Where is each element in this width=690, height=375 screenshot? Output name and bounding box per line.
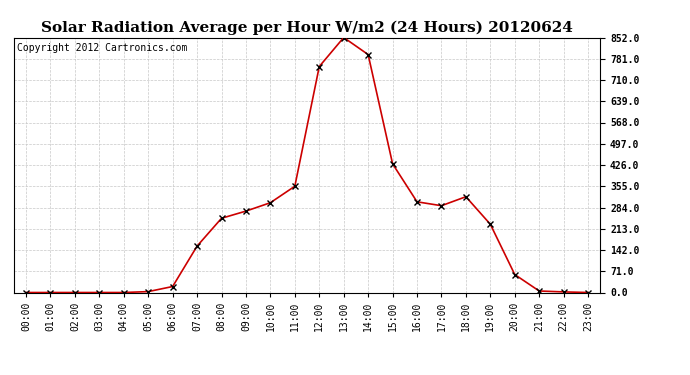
- Title: Solar Radiation Average per Hour W/m2 (24 Hours) 20120624: Solar Radiation Average per Hour W/m2 (2…: [41, 21, 573, 35]
- Text: Copyright 2012 Cartronics.com: Copyright 2012 Cartronics.com: [17, 43, 187, 52]
